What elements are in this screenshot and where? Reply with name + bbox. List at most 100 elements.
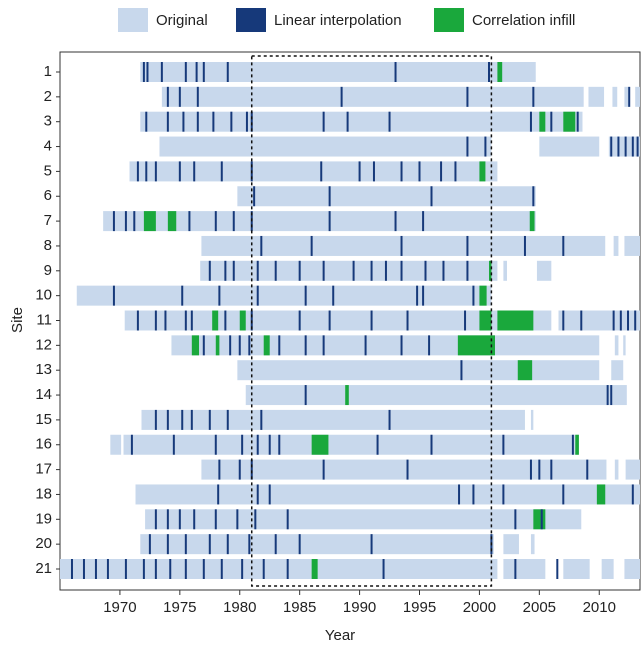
original-range: [103, 211, 536, 232]
infill-range: [533, 509, 546, 530]
original-range: [201, 235, 606, 256]
x-tick-label: 1970: [103, 599, 136, 616]
original-range: [625, 459, 640, 480]
infill-range: [263, 335, 270, 356]
infill-range: [143, 211, 156, 232]
original-range: [623, 335, 626, 356]
original-range: [124, 310, 552, 331]
y-tick-label: 19: [35, 510, 52, 527]
infill-range: [479, 310, 492, 331]
legend-label: Linear interpolation: [274, 12, 402, 29]
infill-range: [345, 385, 349, 406]
original-range: [588, 86, 605, 107]
y-tick-label: 8: [44, 237, 52, 254]
original-range: [624, 235, 640, 256]
legend-label: Correlation infill: [472, 12, 575, 29]
y-tick-label: 1: [44, 63, 52, 80]
x-tick-label: 1995: [403, 599, 436, 616]
infill-range: [575, 434, 579, 455]
legend-label: Original: [156, 12, 208, 29]
y-axis-title: Site: [9, 307, 26, 333]
infill-range: [539, 111, 546, 132]
infill-range: [191, 335, 200, 356]
infill-range: [212, 310, 219, 331]
original-range: [503, 260, 507, 281]
y-tick-label: 11: [36, 311, 52, 328]
infill-range: [529, 211, 535, 232]
original-range: [503, 534, 519, 555]
infill-range: [479, 161, 486, 182]
infill-range: [596, 484, 606, 505]
original-range: [237, 360, 600, 381]
y-tick-label: 9: [44, 262, 52, 279]
legend-swatch: [236, 8, 266, 32]
x-tick-label: 1975: [163, 599, 196, 616]
original-range: [171, 335, 600, 356]
original-range: [140, 62, 536, 82]
y-tick-label: 13: [35, 361, 52, 378]
legend-swatch: [434, 8, 464, 32]
infill-range: [311, 559, 318, 579]
y-tick-label: 18: [35, 485, 52, 502]
original-range: [201, 459, 607, 480]
original-range: [539, 136, 600, 157]
original-range: [530, 534, 535, 555]
infill-range: [479, 285, 487, 306]
legend-swatch: [118, 8, 148, 32]
original-range: [611, 360, 624, 381]
y-tick-label: 6: [44, 187, 52, 204]
y-tick-label: 15: [35, 411, 52, 428]
original-range: [613, 235, 619, 256]
original-range: [503, 559, 546, 579]
x-tick-label: 2005: [523, 599, 556, 616]
infill-range: [167, 211, 177, 232]
y-tick-label: 3: [44, 113, 52, 130]
original-range: [161, 86, 584, 107]
infill-range: [563, 111, 576, 132]
original-range: [140, 111, 583, 132]
highlight-box: [250, 55, 493, 587]
x-axis-title: Year: [325, 627, 355, 644]
x-tick-label: 2010: [583, 599, 616, 616]
original-range: [563, 559, 590, 579]
original-range: [624, 559, 640, 579]
original-range: [608, 136, 640, 157]
y-tick-label: 10: [35, 287, 52, 304]
original-range: [159, 136, 492, 157]
infill-range: [311, 434, 329, 455]
infill-range: [215, 335, 220, 356]
y-tick-label: 4: [44, 138, 52, 155]
original-range: [110, 434, 122, 455]
original-range: [145, 509, 582, 530]
x-tick-label: 1990: [343, 599, 376, 616]
x-tick-label: 1985: [283, 599, 316, 616]
y-tick-label: 12: [35, 336, 52, 353]
original-range: [200, 260, 498, 281]
infill-range: [239, 310, 246, 331]
original-range: [123, 434, 579, 455]
original-range: [135, 484, 641, 505]
original-range: [601, 559, 614, 579]
y-tick-label: 14: [35, 386, 52, 403]
infill-range: [497, 62, 503, 82]
y-tick-label: 20: [35, 535, 52, 552]
infill-range: [517, 360, 533, 381]
original-range: [558, 310, 640, 331]
y-tick-label: 2: [44, 88, 52, 105]
original-range: [530, 409, 534, 430]
original-range: [614, 459, 619, 480]
original-range: [614, 335, 619, 356]
infill-range: [497, 310, 534, 331]
original-range: [624, 86, 630, 107]
x-tick-label: 2000: [463, 599, 496, 616]
infill-range: [489, 260, 492, 281]
x-tick-label: 1980: [223, 599, 256, 616]
original-range: [245, 385, 627, 406]
y-tick-label: 17: [35, 461, 52, 478]
infill-range: [457, 335, 495, 356]
original-range: [129, 161, 498, 182]
original-range: [536, 260, 552, 281]
original-range: [237, 186, 536, 207]
